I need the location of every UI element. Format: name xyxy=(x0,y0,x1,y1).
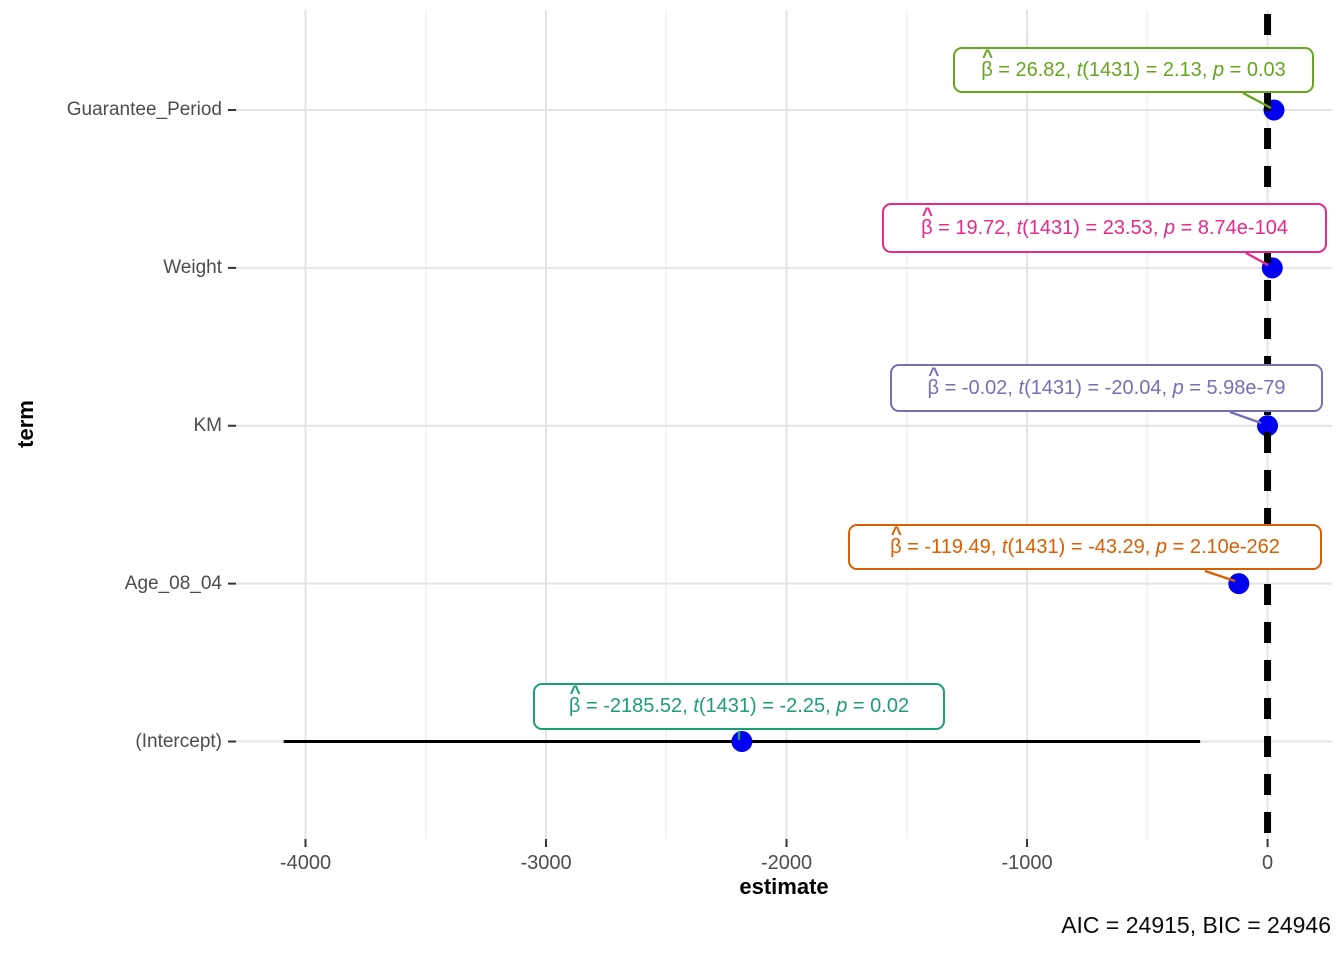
estimate-point xyxy=(1228,573,1250,595)
y-tick-label: KM xyxy=(193,414,223,436)
y-tick-label: Age_08_04 xyxy=(124,572,222,594)
y-tick-label: (Intercept) xyxy=(135,730,222,752)
x-tick-label: 0 xyxy=(1261,852,1274,874)
beta-hat-symbol: β ^ xyxy=(921,204,933,239)
stat-label-age-08-04: β ^ = -119.49, t(1431) = -43.29, p = 2.10… xyxy=(848,524,1322,570)
label-leader-line xyxy=(1245,251,1269,267)
x-tick-label: -1000 xyxy=(1001,852,1053,874)
stat-label-km: β ^ = -0.02, t(1431) = -20.04, p = 5.98e-… xyxy=(890,364,1323,412)
stat-label-guarantee-period: β ^ = 26.82, t(1431) = 2.13, p = 0.03 xyxy=(953,47,1314,93)
label-leader-line xyxy=(1204,569,1236,583)
estimate-point xyxy=(1257,415,1279,437)
x-tick-label: -3000 xyxy=(520,852,572,874)
x-tick-label: -2000 xyxy=(760,852,813,874)
label-leader-line xyxy=(1229,410,1262,425)
label-leader-line xyxy=(1242,91,1272,110)
model-fit-caption: AIC = 24915, BIC = 24946 xyxy=(1061,912,1331,938)
y-tick-label: Weight xyxy=(163,256,222,278)
beta-hat-symbol: β ^ xyxy=(981,46,994,81)
beta-hat-symbol: β ^ xyxy=(927,364,940,399)
beta-hat-symbol: β ^ xyxy=(890,523,902,558)
beta-hat-symbol: β ^ xyxy=(568,683,581,717)
stat-label-intercept: β ^ = -2185.52, t(1431) = -2.25, p = 0.02 xyxy=(533,683,945,730)
estimate-point xyxy=(731,731,753,752)
stat-label-weight: β ^ = 19.72, t(1431) = 23.53, p = 8.74e-1… xyxy=(882,203,1327,253)
y-tick-label: Guarantee_Period xyxy=(66,99,222,120)
x-tick-label: -4000 xyxy=(279,852,332,874)
x-axis-title: estimate xyxy=(739,874,829,899)
